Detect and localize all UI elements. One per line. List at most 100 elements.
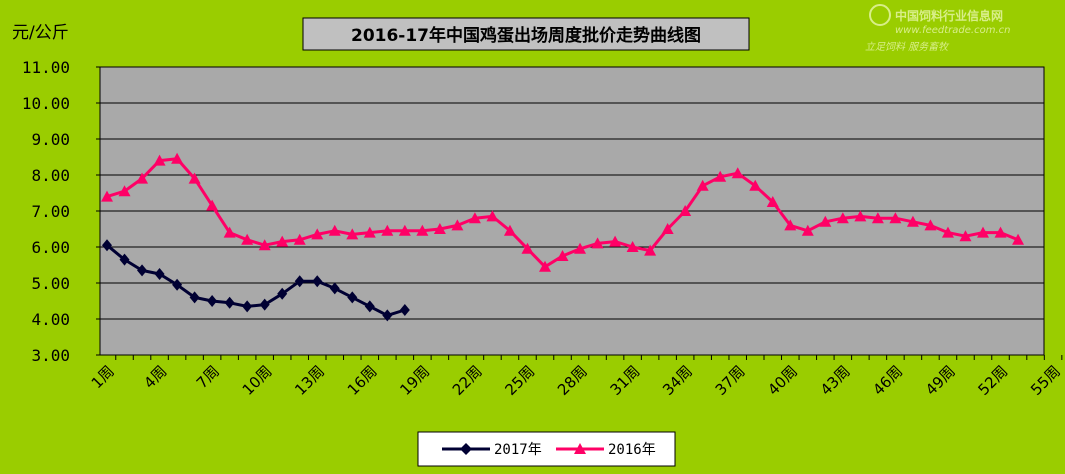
x-tick-label: 19周 <box>396 362 433 399</box>
data-point <box>294 275 305 288</box>
data-point <box>766 196 779 207</box>
x-tick-label: 46周 <box>869 362 906 399</box>
data-point <box>347 291 358 304</box>
data-point <box>398 224 411 236</box>
data-point <box>644 244 657 256</box>
data-point <box>276 235 289 247</box>
data-point <box>854 210 867 222</box>
data-point <box>696 179 709 191</box>
data-point <box>416 224 429 236</box>
legend-2017-label: 2017年 <box>494 442 542 458</box>
x-tick-label: 37周 <box>712 362 749 399</box>
data-point <box>258 239 271 251</box>
data-point <box>188 172 201 184</box>
watermark-url: www.feedtrade.com.cn <box>895 25 1010 36</box>
watermark-name: 中国饲料行业信息网 <box>895 8 1003 23</box>
data-point <box>293 233 306 245</box>
data-point <box>433 223 446 234</box>
data-point <box>679 205 692 216</box>
x-tick-label: 52周 <box>975 362 1012 399</box>
data-point <box>189 291 200 304</box>
data-point <box>101 190 113 202</box>
x-tick-label: 10周 <box>239 362 276 399</box>
y-tick-label: 10.00 <box>22 94 70 113</box>
x-tick-label: 1周 <box>88 362 118 392</box>
x-tick-label: 49周 <box>922 362 959 399</box>
y-axis-ticks: 3.00 4.00 5.00 6.00 7.00 8.00 9.00 10.00 11.00 <box>22 58 100 365</box>
data-point <box>136 172 149 184</box>
data-point <box>959 230 972 242</box>
x-tick-label: 40周 <box>764 362 801 399</box>
data-point <box>836 212 849 224</box>
data-point <box>206 199 219 211</box>
data-point <box>137 264 148 277</box>
watermark: 中国饲料行业信息网 www.feedtrade.com.cn 立足饲料 服务畜牧 <box>865 4 1010 53</box>
watermark-logo-icon <box>869 4 891 26</box>
x-tick-label: 25周 <box>501 362 538 399</box>
x-tick-label: 43周 <box>817 362 854 399</box>
data-point <box>207 295 218 307</box>
data-point <box>241 233 254 245</box>
data-point <box>521 242 534 254</box>
data-point <box>259 298 270 311</box>
data-point <box>171 152 184 164</box>
data-point <box>749 179 762 191</box>
data-point <box>329 282 340 295</box>
data-point <box>977 226 989 238</box>
y-tick-label: 8.00 <box>31 166 70 185</box>
data-point <box>118 185 131 197</box>
data-point <box>661 223 674 234</box>
x-tick-label: 31周 <box>607 362 644 399</box>
data-point <box>311 228 324 240</box>
x-tick-label: 55周 <box>1027 362 1064 399</box>
x-tick-label: 13周 <box>291 362 328 399</box>
data-point <box>626 241 639 252</box>
data-point <box>539 260 551 272</box>
data-point <box>346 228 359 240</box>
data-point <box>889 212 902 224</box>
data-point <box>277 287 288 300</box>
data-point <box>381 224 394 236</box>
data-point <box>399 304 410 316</box>
y-tick-label: 7.00 <box>31 202 70 221</box>
data-point <box>451 219 464 231</box>
y-tick-label: 11.00 <box>22 58 70 77</box>
data-point <box>312 275 323 288</box>
data-point <box>574 242 587 254</box>
data-point <box>153 154 166 166</box>
data-point <box>556 250 569 261</box>
legend-2016-label: 2016年 <box>608 442 656 458</box>
data-point <box>871 212 884 224</box>
data-point <box>328 224 341 236</box>
x-tick-label: 22周 <box>449 362 486 399</box>
data-point <box>731 167 744 179</box>
legend: 2017年 2016年 <box>417 431 676 467</box>
data-point <box>503 224 516 236</box>
data-point <box>223 226 236 238</box>
data-point <box>468 212 481 224</box>
chart-title: 2016-17年中国鸡蛋出场周度批价走势曲线图 <box>351 25 701 46</box>
data-point <box>801 224 814 236</box>
data-point <box>154 268 165 280</box>
data-point <box>1012 233 1025 245</box>
y-tick-label: 5.00 <box>31 274 70 293</box>
data-point <box>119 253 130 266</box>
series-2016年 <box>101 152 1025 272</box>
data-point <box>224 296 235 309</box>
legend-2017-diamond-icon <box>460 443 472 455</box>
legend-2016-triangle-icon <box>574 443 586 454</box>
gridlines <box>100 102 1044 320</box>
series-2017年 <box>102 239 410 322</box>
data-point <box>941 226 954 238</box>
watermark-slogan: 立足饲料 服务畜牧 <box>865 41 950 53</box>
data-point <box>363 226 376 238</box>
data-point <box>784 219 797 231</box>
data-point <box>609 235 622 247</box>
x-axis-ticks: 1周 4周 7周 10周 13周 16周 19周 22周 25周 28周 31周 34周 37周 40周 4… <box>88 355 1064 399</box>
data-point <box>486 210 499 222</box>
data-point <box>906 215 919 227</box>
data-point <box>994 226 1007 238</box>
y-tick-label: 4.00 <box>31 310 70 329</box>
